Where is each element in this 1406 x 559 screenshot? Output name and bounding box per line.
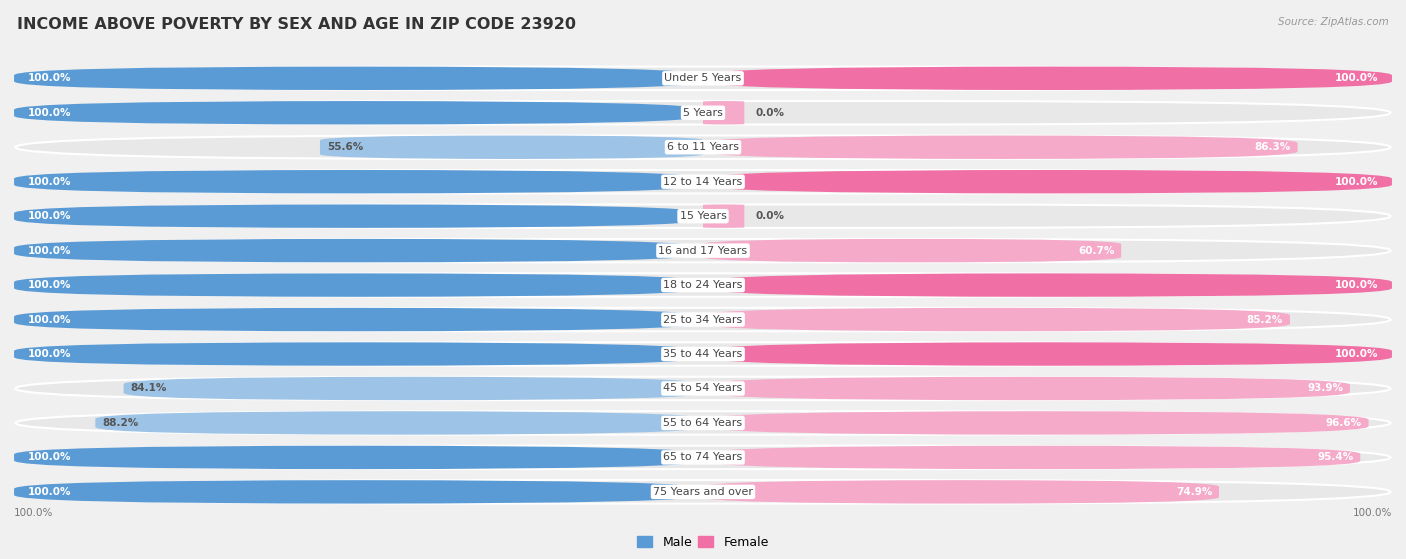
FancyBboxPatch shape [14, 480, 703, 504]
Text: 100.0%: 100.0% [28, 73, 72, 83]
FancyBboxPatch shape [14, 273, 703, 297]
Text: 100.0%: 100.0% [1334, 73, 1378, 83]
FancyBboxPatch shape [14, 342, 703, 366]
FancyBboxPatch shape [14, 308, 703, 331]
Text: 35 to 44 Years: 35 to 44 Years [664, 349, 742, 359]
Text: 55 to 64 Years: 55 to 64 Years [664, 418, 742, 428]
FancyBboxPatch shape [15, 101, 1391, 125]
FancyBboxPatch shape [96, 411, 703, 435]
Legend: Male, Female: Male, Female [633, 531, 773, 554]
Text: 100.0%: 100.0% [14, 508, 53, 518]
FancyBboxPatch shape [703, 446, 1360, 469]
Text: Source: ZipAtlas.com: Source: ZipAtlas.com [1278, 17, 1389, 27]
FancyBboxPatch shape [15, 135, 1391, 159]
Text: 100.0%: 100.0% [28, 487, 72, 497]
Text: 100.0%: 100.0% [28, 315, 72, 325]
FancyBboxPatch shape [15, 342, 1391, 366]
FancyBboxPatch shape [15, 446, 1391, 469]
FancyBboxPatch shape [703, 135, 1298, 159]
FancyBboxPatch shape [15, 170, 1391, 193]
Text: 100.0%: 100.0% [1353, 508, 1392, 518]
Text: 100.0%: 100.0% [28, 349, 72, 359]
Text: 25 to 34 Years: 25 to 34 Years [664, 315, 742, 325]
FancyBboxPatch shape [703, 239, 1121, 262]
Text: 16 and 17 Years: 16 and 17 Years [658, 245, 748, 255]
Text: 88.2%: 88.2% [103, 418, 139, 428]
FancyBboxPatch shape [703, 377, 1350, 400]
Text: 100.0%: 100.0% [28, 108, 72, 118]
Text: 15 Years: 15 Years [679, 211, 727, 221]
Text: 5 Years: 5 Years [683, 108, 723, 118]
FancyBboxPatch shape [703, 170, 1392, 193]
FancyBboxPatch shape [15, 377, 1391, 400]
Text: 100.0%: 100.0% [28, 452, 72, 462]
FancyBboxPatch shape [14, 205, 703, 228]
Text: 100.0%: 100.0% [28, 211, 72, 221]
Text: 55.6%: 55.6% [326, 142, 363, 152]
Text: 100.0%: 100.0% [1334, 280, 1378, 290]
Text: 96.6%: 96.6% [1326, 418, 1361, 428]
FancyBboxPatch shape [15, 67, 1391, 90]
Text: 75 Years and over: 75 Years and over [652, 487, 754, 497]
Text: 12 to 14 Years: 12 to 14 Years [664, 177, 742, 187]
Text: 100.0%: 100.0% [1334, 349, 1378, 359]
FancyBboxPatch shape [703, 308, 1289, 331]
Text: 60.7%: 60.7% [1078, 245, 1115, 255]
FancyBboxPatch shape [14, 101, 703, 125]
FancyBboxPatch shape [321, 135, 703, 159]
Text: 100.0%: 100.0% [28, 245, 72, 255]
FancyBboxPatch shape [14, 170, 703, 193]
FancyBboxPatch shape [15, 480, 1391, 504]
Text: 18 to 24 Years: 18 to 24 Years [664, 280, 742, 290]
Text: 95.4%: 95.4% [1317, 452, 1354, 462]
FancyBboxPatch shape [703, 273, 1392, 297]
Text: 0.0%: 0.0% [755, 211, 785, 221]
FancyBboxPatch shape [15, 308, 1391, 331]
Text: 45 to 54 Years: 45 to 54 Years [664, 383, 742, 394]
Text: 0.0%: 0.0% [755, 108, 785, 118]
Text: 100.0%: 100.0% [28, 280, 72, 290]
FancyBboxPatch shape [703, 411, 1368, 435]
FancyBboxPatch shape [703, 101, 744, 125]
FancyBboxPatch shape [15, 273, 1391, 297]
Text: 93.9%: 93.9% [1308, 383, 1343, 394]
Text: 65 to 74 Years: 65 to 74 Years [664, 452, 742, 462]
Text: Under 5 Years: Under 5 Years [665, 73, 741, 83]
Text: 74.9%: 74.9% [1175, 487, 1212, 497]
FancyBboxPatch shape [703, 342, 1392, 366]
FancyBboxPatch shape [14, 67, 703, 90]
FancyBboxPatch shape [703, 205, 744, 228]
FancyBboxPatch shape [15, 411, 1391, 435]
Text: 85.2%: 85.2% [1247, 315, 1284, 325]
FancyBboxPatch shape [15, 205, 1391, 228]
Text: 100.0%: 100.0% [28, 177, 72, 187]
Text: 84.1%: 84.1% [131, 383, 167, 394]
Text: INCOME ABOVE POVERTY BY SEX AND AGE IN ZIP CODE 23920: INCOME ABOVE POVERTY BY SEX AND AGE IN Z… [17, 17, 576, 32]
FancyBboxPatch shape [15, 239, 1391, 262]
FancyBboxPatch shape [14, 239, 703, 262]
Text: 100.0%: 100.0% [1334, 177, 1378, 187]
Text: 6 to 11 Years: 6 to 11 Years [666, 142, 740, 152]
FancyBboxPatch shape [14, 446, 703, 469]
FancyBboxPatch shape [124, 377, 703, 400]
Text: 86.3%: 86.3% [1254, 142, 1291, 152]
FancyBboxPatch shape [703, 480, 1219, 504]
FancyBboxPatch shape [703, 67, 1392, 90]
